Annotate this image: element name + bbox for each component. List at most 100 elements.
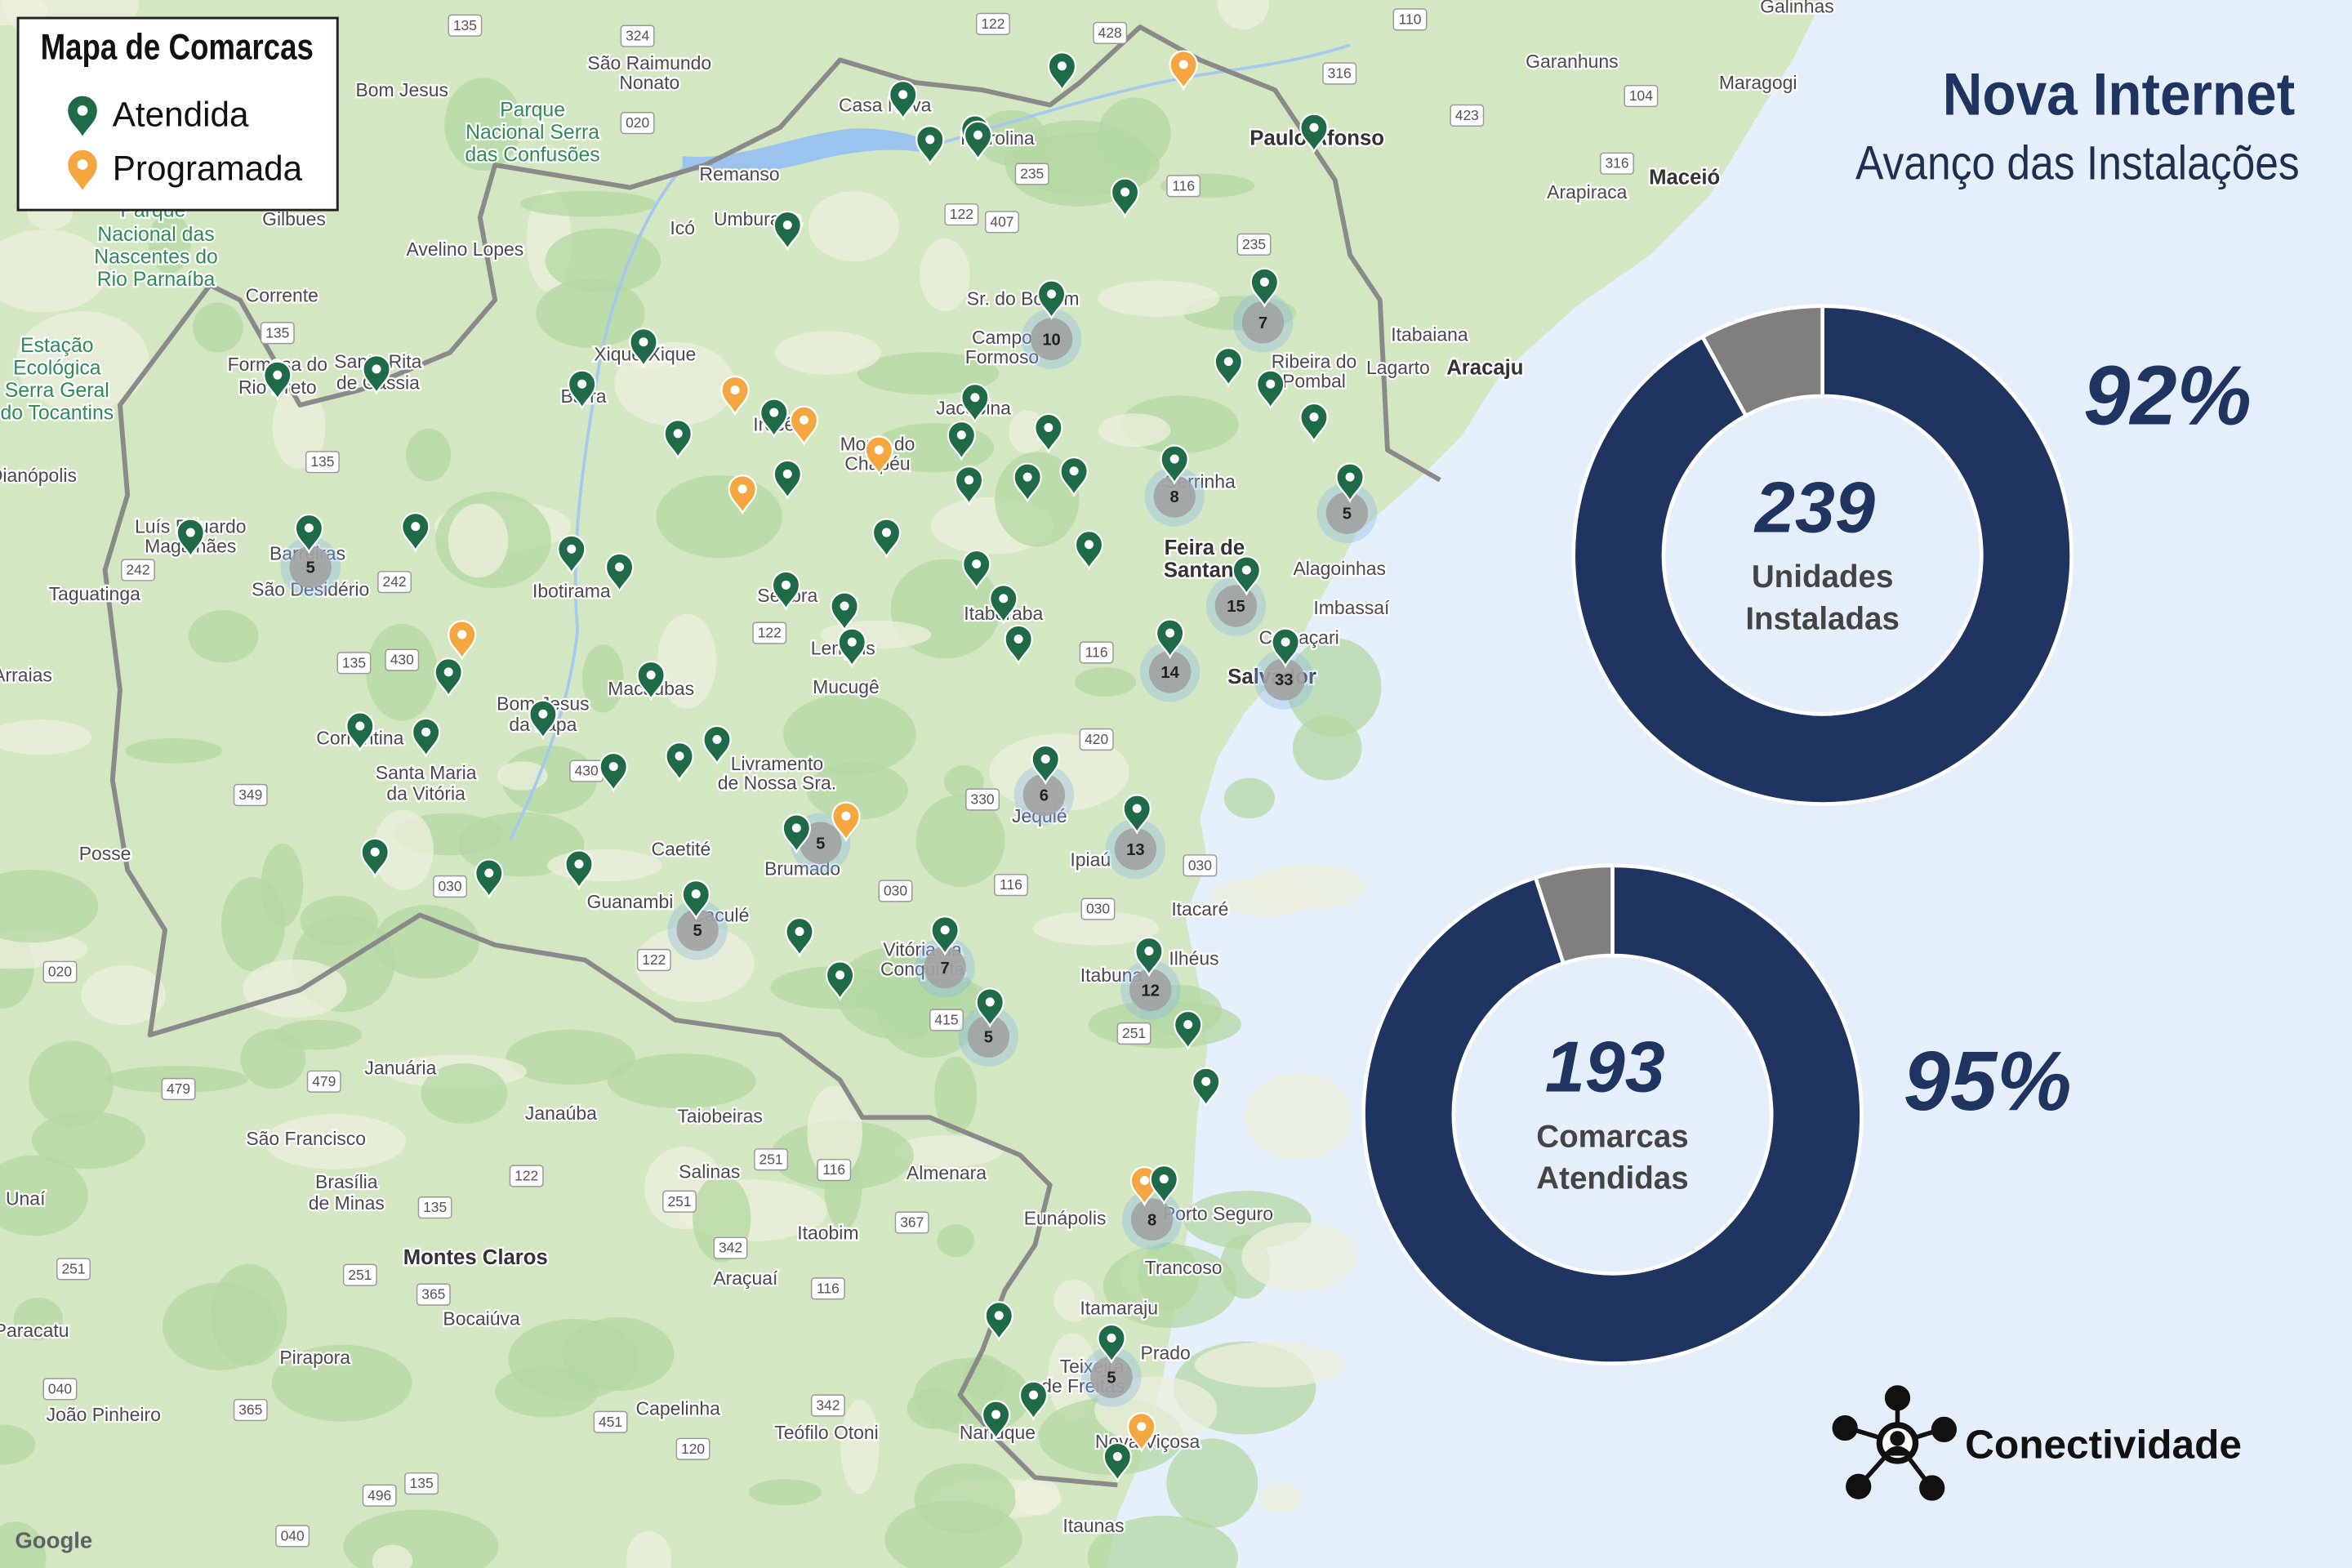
place-label: Formoso	[965, 346, 1039, 368]
road-number: 430	[575, 763, 599, 779]
pin	[1250, 267, 1280, 309]
pin-dot	[1144, 946, 1154, 956]
pin	[1110, 177, 1140, 218]
road-shield	[509, 1165, 544, 1187]
place-label: Alagoinhas	[1293, 558, 1386, 579]
pin-dot	[608, 762, 618, 772]
terrain-patch	[0, 1424, 36, 1465]
road-number: 135	[342, 654, 366, 670]
terrain-patch	[1292, 715, 1362, 781]
terrain-patch	[1032, 911, 1160, 946]
road-number: 235	[1020, 166, 1044, 182]
terrain-patch	[545, 228, 662, 293]
pin-dot	[372, 364, 381, 374]
percent-label: 92%	[2083, 348, 2252, 442]
pin	[1034, 412, 1063, 454]
place-label: Imbassaí	[1313, 597, 1390, 618]
percent-label: 95%	[1904, 1034, 2072, 1128]
pin-dot	[847, 637, 857, 647]
road-shield	[448, 14, 483, 37]
road-number: 122	[642, 951, 666, 968]
pin-dot	[1022, 472, 1032, 482]
pin-dot	[538, 709, 548, 719]
pin	[771, 570, 801, 612]
legend: Mapa de Comarcas Atendida Programada	[16, 16, 339, 212]
terrain-patch	[373, 809, 434, 890]
road-shield	[161, 1077, 196, 1101]
pin	[1031, 744, 1060, 786]
road-number: 040	[48, 1380, 72, 1396]
terrain-patch	[264, 1114, 407, 1169]
road-number: 242	[383, 573, 407, 590]
cluster	[1148, 651, 1192, 693]
road-number: 030	[438, 878, 461, 894]
terrain-patch	[271, 1344, 412, 1422]
terrain-patch	[1097, 280, 1220, 317]
cluster-count: 14	[1160, 664, 1179, 682]
terrain-patch	[840, 1399, 880, 1494]
place-label: Pombal	[1282, 370, 1346, 391]
terrain-patch	[0, 1521, 47, 1568]
pin	[871, 518, 902, 559]
road-number: 122	[514, 1168, 538, 1184]
pin	[960, 383, 990, 424]
road-shield	[1322, 62, 1357, 85]
cluster-count: 5	[1343, 505, 1352, 523]
pin-dot	[1309, 122, 1319, 132]
pin-dot	[973, 130, 983, 140]
terrain-patch	[1098, 413, 1171, 448]
pin	[401, 512, 430, 553]
pin-dot	[956, 430, 966, 440]
road-number: 479	[167, 1080, 190, 1097]
place-label: Itacaré	[1171, 898, 1228, 920]
pin	[263, 360, 292, 402]
place-label: da Vitória	[386, 783, 466, 804]
pin-dot	[874, 445, 884, 455]
pin-dot	[840, 601, 849, 611]
pin	[604, 552, 635, 594]
legend-label: Atendida	[113, 95, 249, 133]
pin-dot	[782, 220, 792, 230]
place-label: Montes Claros	[403, 1246, 548, 1269]
road-number: 116	[817, 1280, 840, 1296]
pin	[962, 549, 991, 590]
pin-dot	[1137, 1422, 1147, 1432]
legend-title: Mapa de Comarcas	[41, 27, 314, 67]
place-label: Caetité	[652, 838, 711, 859]
terrain-patch	[937, 1224, 974, 1258]
place-label: Arapiraca	[1547, 181, 1627, 203]
place-label: Trancoso	[1145, 1257, 1223, 1278]
donut-segment	[1571, 304, 2074, 806]
road-shield	[975, 12, 1010, 35]
terrain-patch	[1244, 1072, 1353, 1160]
road-shield	[965, 788, 1000, 811]
park-label: Estação	[20, 335, 94, 357]
place-label: Maragogi	[1719, 72, 1797, 93]
cluster-count: 13	[1126, 841, 1144, 859]
place-label: Avelino Lopes	[407, 238, 524, 260]
terrain-patch	[0, 1155, 88, 1236]
road-shield	[233, 783, 268, 807]
pin-dot	[673, 429, 683, 439]
pin	[362, 354, 391, 395]
terrain-patch	[1074, 667, 1137, 697]
pin	[1256, 369, 1285, 411]
road-number: 135	[453, 17, 477, 33]
place-label: Corrente	[246, 285, 318, 306]
place-label: Ilhéus	[1169, 948, 1218, 969]
road-number: 365	[421, 1286, 445, 1303]
terrain-patch	[1014, 1477, 1060, 1516]
pin-dot	[1132, 804, 1142, 813]
terrain-patch	[0, 719, 92, 755]
terrain-patch	[546, 849, 662, 882]
pin	[1169, 50, 1198, 91]
pin	[984, 1301, 1013, 1342]
terrain-patch	[220, 877, 286, 972]
cluster	[1130, 1198, 1174, 1241]
pin	[1160, 444, 1189, 485]
road-shield	[1166, 175, 1201, 198]
road-number: 430	[390, 652, 414, 668]
road-number: 122	[981, 16, 1004, 32]
road-shield	[260, 322, 295, 345]
